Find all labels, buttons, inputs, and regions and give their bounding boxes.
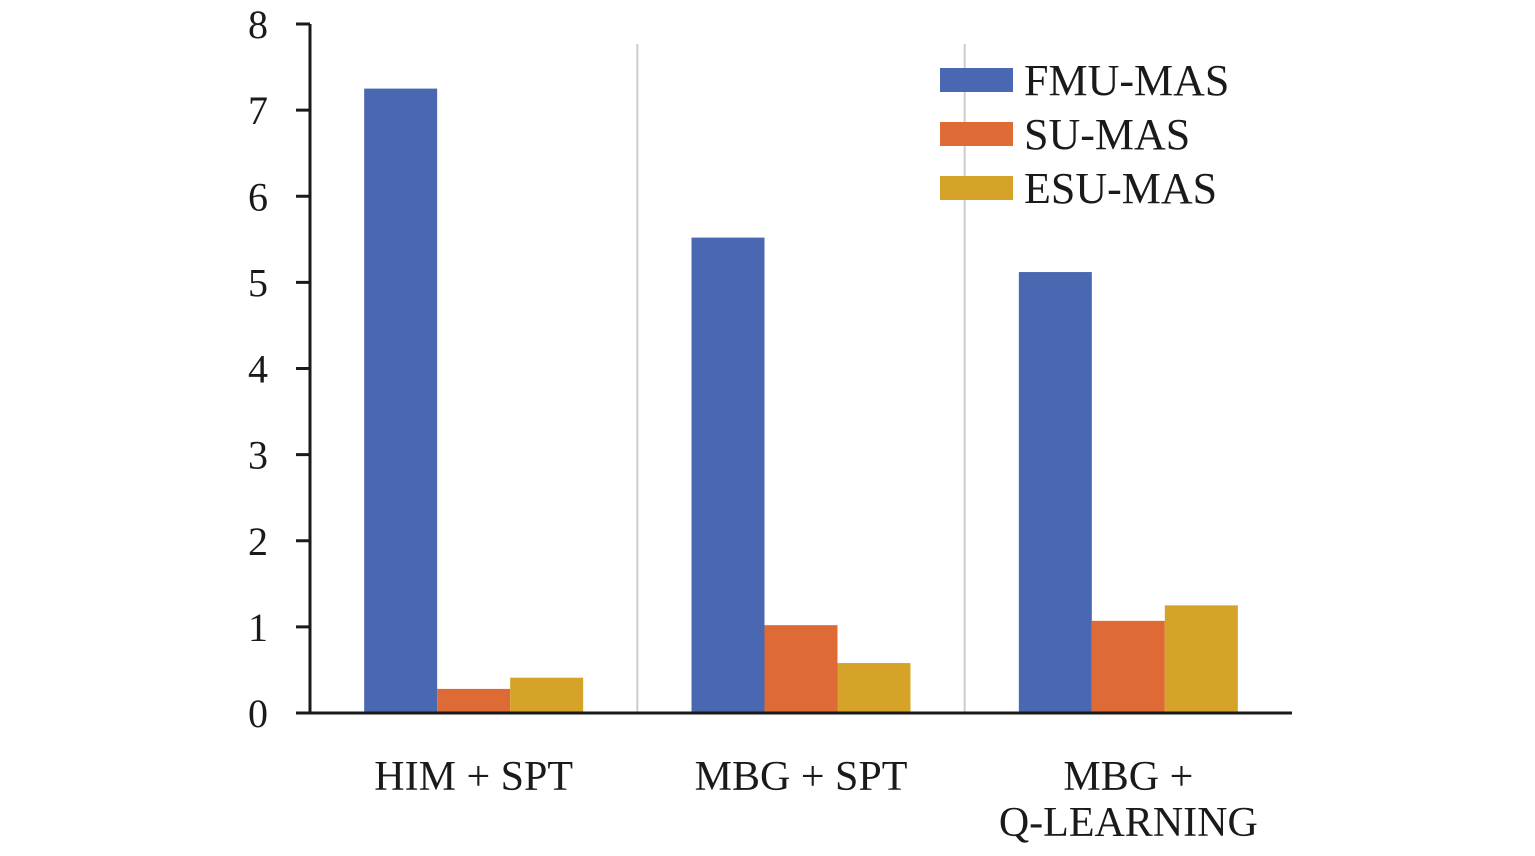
bar-su-mas-3: [1091, 620, 1165, 713]
bar-fmu-mas-3: [1018, 272, 1092, 713]
bar-esu-mas-3: [1164, 605, 1238, 713]
x-category-label: MBG +: [1063, 754, 1193, 800]
bar-su-mas-1: [437, 688, 511, 713]
legend-swatch-su-mas: [940, 122, 1013, 146]
bar-su-mas-2: [764, 625, 838, 713]
y-tick-label: 5: [248, 260, 268, 305]
y-tick-label: 7: [248, 88, 268, 133]
y-tick-label: 8: [248, 2, 268, 47]
legend-swatch-fmu-mas: [940, 68, 1013, 92]
legend-label-su-mas: SU-MAS: [1024, 110, 1190, 159]
x-category-label: HIM + SPT: [374, 754, 573, 800]
x-category-label: Q-LEARNING: [999, 800, 1258, 846]
legend-swatch-esu-mas: [940, 176, 1013, 200]
y-tick-label: 6: [248, 174, 268, 219]
x-axis-labels: HIM + SPT MBG + SPT MBG +Q-LEARNING: [374, 754, 1258, 846]
y-axis-ticks: 0 1 2 3 4 5 6 7 8: [248, 2, 310, 736]
y-tick-label: 1: [248, 605, 268, 650]
legend: FMU-MAS SU-MAS ESU-MAS: [940, 56, 1229, 213]
bar-fmu-mas-1: [364, 88, 438, 713]
legend-label-fmu-mas: FMU-MAS: [1024, 56, 1229, 105]
group-separators: [636, 44, 966, 713]
bars: [364, 88, 1238, 713]
y-tick-label: 0: [248, 691, 268, 736]
bar-fmu-mas-2: [691, 237, 765, 713]
bar-esu-mas-2: [837, 663, 911, 713]
y-tick-label: 4: [248, 347, 268, 392]
legend-label-esu-mas: ESU-MAS: [1024, 164, 1217, 213]
y-tick-label: 2: [248, 519, 268, 564]
x-category-label: MBG + SPT: [695, 754, 908, 800]
y-tick-label: 3: [248, 433, 268, 478]
bar-esu-mas-1: [510, 677, 584, 713]
